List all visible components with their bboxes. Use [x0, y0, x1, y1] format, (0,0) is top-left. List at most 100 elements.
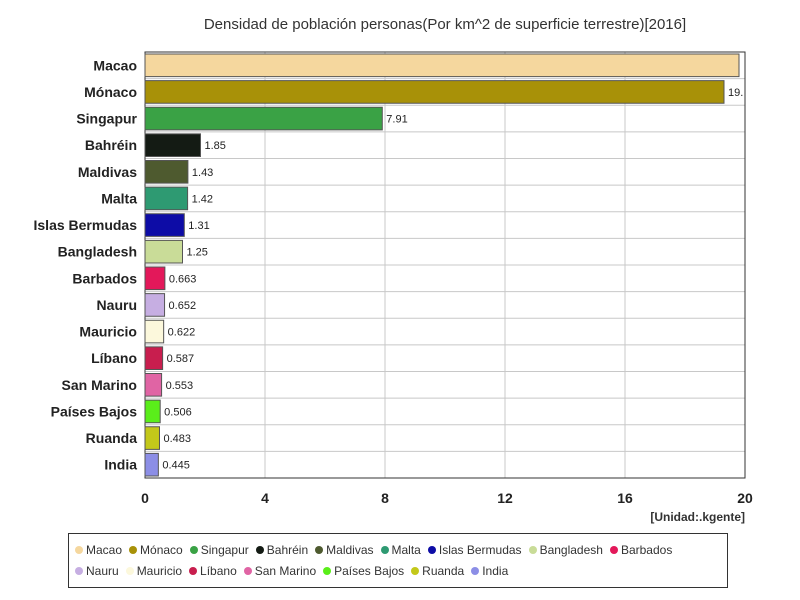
legend-swatch	[75, 546, 83, 554]
legend-swatch	[315, 546, 324, 554]
value-label: 1.85	[205, 140, 226, 152]
bar-bahréin	[144, 133, 201, 157]
legend-item: Mónaco	[129, 540, 183, 561]
chart-legend: Macao Mónaco Singapur Bahréin Maldivas Malta I…	[68, 533, 728, 588]
legend-item: India	[471, 561, 508, 582]
value-label: 1.42	[192, 193, 213, 205]
legend-label: San Marino	[254, 564, 317, 578]
legend-label: Nauru	[86, 564, 119, 578]
legend-item: Singapur	[189, 540, 249, 561]
legend-label: Mauricio	[136, 564, 183, 578]
value-label: 1.25	[187, 247, 208, 259]
bar-ruanda	[144, 426, 160, 450]
legend-swatch	[380, 546, 389, 554]
legend-item: Líbano	[189, 561, 237, 582]
legend-swatch	[323, 567, 332, 575]
legend-label: Maldivas	[326, 543, 374, 557]
plot-border	[144, 51, 746, 479]
chart-title: Densidad de población personas(Por km^2 …	[204, 16, 686, 33]
legend-item: San Marino	[243, 561, 317, 582]
legend-label: Islas Bermudas	[438, 543, 522, 557]
legend-item: Ruanda	[411, 561, 464, 582]
unit-label: [Unidad:.kgente]	[650, 510, 745, 524]
legend-swatch	[427, 546, 436, 554]
legend-swatch	[125, 567, 134, 575]
value-label: 0.622	[168, 327, 196, 339]
legend-swatch	[243, 567, 252, 575]
legend-item: Macao	[75, 540, 122, 561]
legend-label: Singapur	[200, 543, 249, 557]
legend-label: Ruanda	[422, 564, 465, 578]
category-label: Singapur	[76, 111, 137, 127]
bar-san-marino	[144, 373, 163, 397]
category-label: Líbano	[91, 350, 137, 366]
category-label: Malta	[101, 190, 137, 206]
value-label: 0.506	[164, 406, 192, 418]
value-label: 0.587	[167, 353, 195, 365]
bar-singapur	[144, 106, 383, 131]
legend-label: Bangladesh	[539, 543, 603, 557]
legend-swatch	[471, 567, 480, 575]
bars-layer	[144, 53, 740, 477]
x-tick-label: 0	[141, 490, 149, 506]
bar-islas-bermudas	[144, 213, 185, 237]
category-label: Barbados	[72, 270, 137, 286]
x-tick-label: 20	[737, 490, 753, 506]
category-label: Bahréin	[85, 137, 137, 153]
bar-maldivas	[144, 160, 189, 184]
legend-swatch	[609, 546, 618, 554]
x-tick-label: 12	[497, 490, 513, 506]
bar-mauricio	[144, 319, 165, 344]
legend-swatch	[189, 567, 198, 575]
category-label: San Marino	[62, 377, 137, 393]
legend-label: Países Bajos	[334, 564, 405, 578]
legend-label: Macao	[86, 543, 123, 557]
legend-item: Malta	[380, 540, 421, 561]
legend-swatch	[411, 567, 420, 575]
value-label: 0.652	[169, 300, 197, 312]
legend-label: Malta	[391, 543, 421, 557]
legend-label: Mónaco	[140, 543, 183, 557]
bar-bangladesh	[144, 239, 183, 264]
category-label: Macao	[93, 57, 137, 73]
category-label: Bangladesh	[58, 244, 137, 260]
bar-países-bajos	[144, 399, 161, 424]
legend-item: Bangladesh	[528, 540, 603, 561]
x-axis-ticks: 0 4 8 12 16 20	[141, 490, 753, 506]
legend-item: Barbados	[609, 540, 673, 561]
category-label: Países Bajos	[51, 403, 138, 419]
bar-mónaco	[144, 80, 725, 104]
legend-label: India	[482, 564, 509, 578]
legend-item: Maldivas	[315, 540, 374, 561]
x-tick-label: 16	[617, 490, 633, 506]
legend-item: Países Bajos	[323, 561, 404, 582]
value-label: 0.663	[169, 273, 197, 285]
x-tick-label: 8	[381, 490, 389, 506]
legend-item: Nauru	[75, 561, 119, 582]
legend-swatch	[255, 546, 264, 554]
value-label: 7.91	[386, 114, 407, 126]
value-label: 0.445	[162, 460, 190, 472]
legend-item: Bahréin	[255, 540, 309, 561]
value-label: 1.31	[188, 220, 209, 232]
category-label: Mónaco	[84, 84, 137, 100]
category-label: Maldivas	[78, 164, 137, 180]
legend-label: Bahréin	[266, 543, 309, 557]
legend-swatch	[75, 567, 83, 575]
value-label: 0.553	[166, 380, 194, 392]
legend-label: Barbados	[620, 543, 673, 557]
legend-swatch	[528, 546, 537, 554]
category-label: Mauricio	[79, 324, 137, 340]
x-tick-label: 4	[261, 490, 269, 506]
bar-barbados	[144, 266, 166, 291]
legend-label: Líbano	[200, 564, 237, 578]
category-label: Ruanda	[86, 430, 138, 446]
bar-chart: Densidad de población personas(Por km^2 …	[34, 16, 753, 524]
category-label: Nauru	[97, 297, 137, 313]
category-labels: Macao Mónaco 19. Singapur 7.91 Bahréin 1.85 Mal…	[34, 57, 744, 472]
category-label: India	[104, 457, 137, 473]
legend-swatch	[189, 546, 198, 554]
value-label: 19.	[728, 87, 743, 99]
legend-swatch	[129, 546, 138, 554]
bar-líbano	[144, 346, 164, 370]
